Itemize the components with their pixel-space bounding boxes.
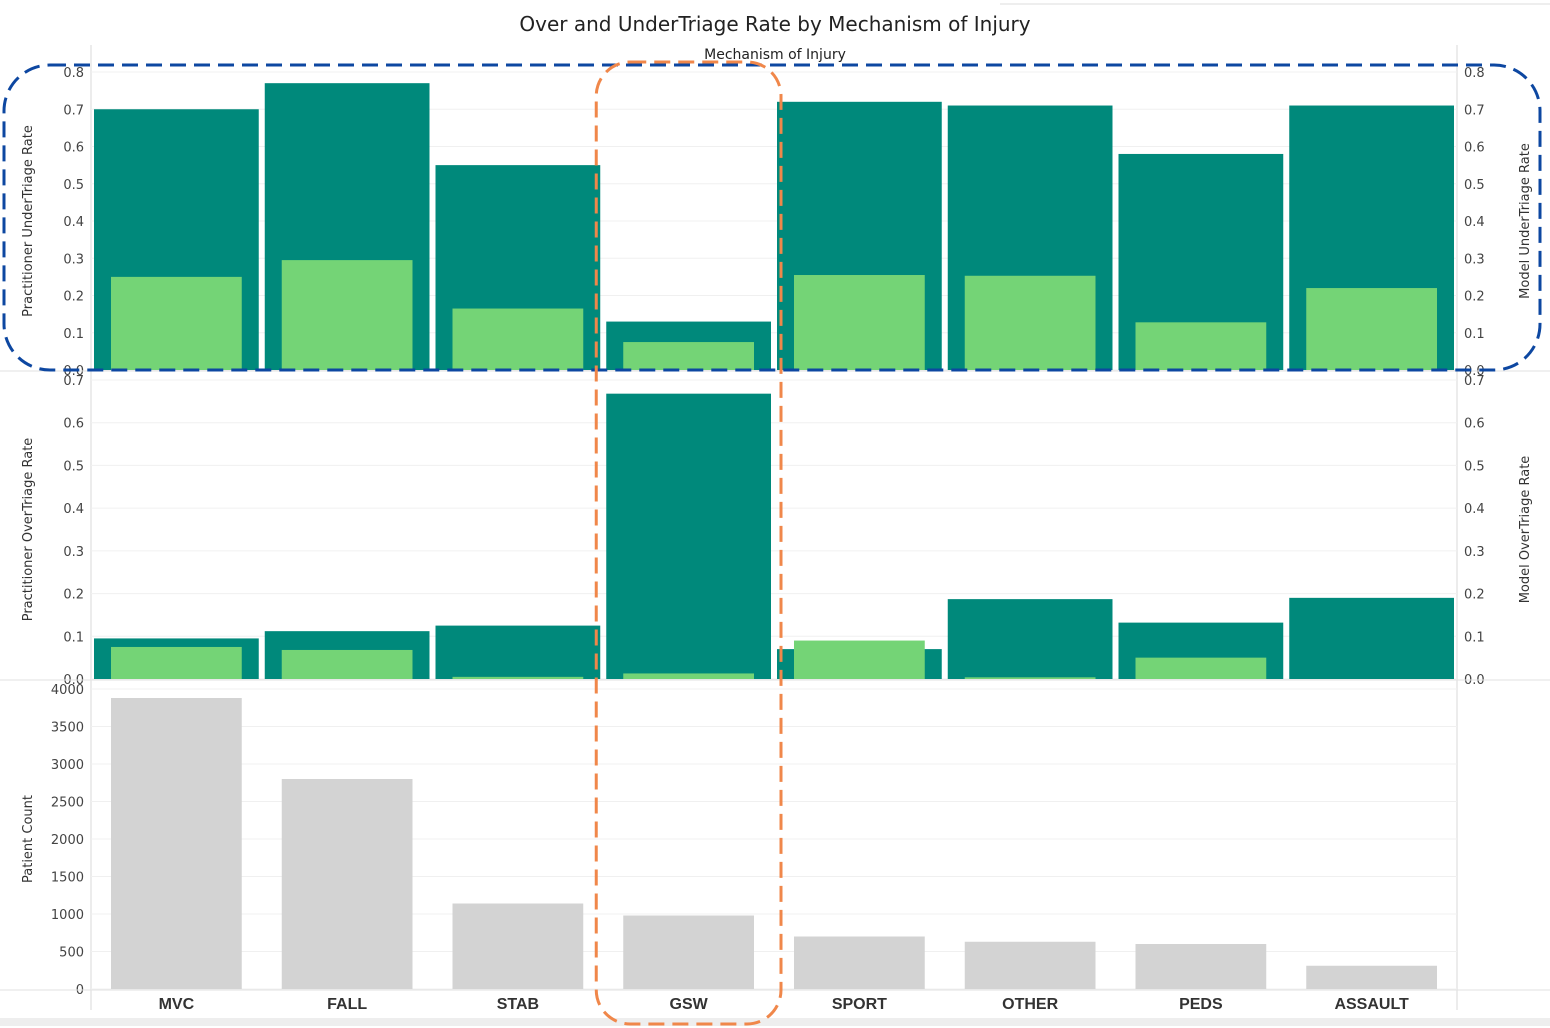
left-axis-title: Practitioner UnderTriage Rate [21,125,36,317]
left-tick-label: 0.2 [63,588,84,603]
left-tick-label: 0.6 [63,141,84,156]
right-tick-label: 0.5 [1464,178,1485,193]
right-tick-label: 0.3 [1464,252,1485,267]
left-tick-label: 0.1 [63,630,84,645]
left-tick-label: 0.3 [63,252,84,267]
patient-count-bar-gsw [623,915,754,989]
left-tick-label: 500 [59,946,84,961]
left-tick-label: 0.1 [63,327,84,342]
right-tick-label: 0.2 [1464,588,1485,603]
model-bar-assault [1306,288,1437,370]
category-label: PEDS [1179,996,1223,1013]
column-header: Mechanism of Injury [704,47,846,63]
chart-title: Over and UnderTriage Rate by Mechanism o… [519,12,1030,36]
practitioner-bar-stab [435,625,601,679]
left-tick-label: 0.5 [63,178,84,193]
right-tick-label: 0.5 [1464,459,1485,474]
model-bar-fall [281,260,413,370]
category-label: FALL [327,996,367,1013]
right-tick-label: 0.6 [1464,141,1485,156]
left-tick-label: 0.3 [63,545,84,560]
model-bar-stab [452,308,584,370]
patient-count-bar-peds [1135,944,1267,989]
plot-layer: 0.0 0.00.1 0.10.2 0.20.3 0.30.4 0.40.5 0.50.6 0… [0,45,1550,1026]
practitioner-bar-other [947,599,1113,679]
left-tick-label: 0.6 [63,417,84,432]
patient-count-bar-stab [452,903,584,989]
right-tick-label: 0.4 [1464,502,1485,517]
left-tick-label: 0.2 [63,290,84,305]
model-bar-gsw [623,342,754,370]
left-tick-label: 1500 [51,871,84,886]
patient-count-bar-mvc [111,698,242,989]
left-axis-title: Practitioner OverTriage Rate [21,438,36,622]
patient-count-bar-sport [794,936,925,989]
model-bar-sport [794,640,925,679]
left-tick-label: 3000 [51,758,84,773]
right-tick-label: 0.1 [1464,327,1485,342]
category-label: OTHER [1002,996,1058,1013]
left-tick-label: 2000 [51,833,84,848]
patient-count-bar-assault [1306,965,1437,989]
model-bar-fall [281,649,413,679]
practitioner-bar-gsw [606,393,771,679]
left-tick-label: 3500 [51,721,84,736]
model-bar-peds [1135,322,1267,370]
left-tick-label: 4000 [51,683,84,698]
category-label: SPORT [832,996,887,1013]
category-label: ASSAULT [1334,996,1409,1013]
right-tick-label: 0.7 [1464,103,1485,118]
right-tick-label: 0.4 [1464,215,1485,230]
model-bar-mvc [111,646,242,679]
model-bar-mvc [111,276,242,370]
left-axis-title: Patient Count [21,795,36,883]
left-tick-label: 0.7 [63,374,84,389]
patient-count-bar-fall [281,779,413,989]
left-tick-label: 0.7 [63,103,84,118]
left-tick-label: 0.4 [63,502,84,517]
practitioner-bar-assault [1289,597,1454,679]
right-axis-title: Model OverTriage Rate [1518,456,1533,604]
patient-count-bar-other [964,941,1096,989]
right-axis-title: Model UnderTriage Rate [1518,143,1533,299]
model-bar-sport [794,275,925,370]
model-bar-peds [1135,657,1267,679]
right-tick-label: 0.3 [1464,545,1485,560]
left-tick-label: 1000 [51,908,84,923]
model-bar-stab [452,676,584,679]
right-tick-label: 0.8 [1464,66,1485,81]
right-tick-label: 0.2 [1464,290,1485,305]
left-tick-label: 0.5 [63,459,84,474]
model-bar-other [964,677,1096,679]
model-bar-other [964,275,1096,370]
left-tick-label: 0.4 [63,215,84,230]
category-label: STAB [497,996,539,1013]
category-label: GSW [670,996,709,1013]
right-tick-label: 0.1 [1464,630,1485,645]
right-tick-label: 0.6 [1464,417,1485,432]
right-tick-label: 0.7 [1464,374,1485,389]
undertriage-highlight-box [2,63,1542,372]
category-label: MVC [159,996,195,1013]
gsw-highlight-box [594,60,783,1026]
model-bar-gsw [623,673,754,679]
left-tick-label: 2500 [51,796,84,811]
left-tick-label: 0.8 [63,66,84,81]
